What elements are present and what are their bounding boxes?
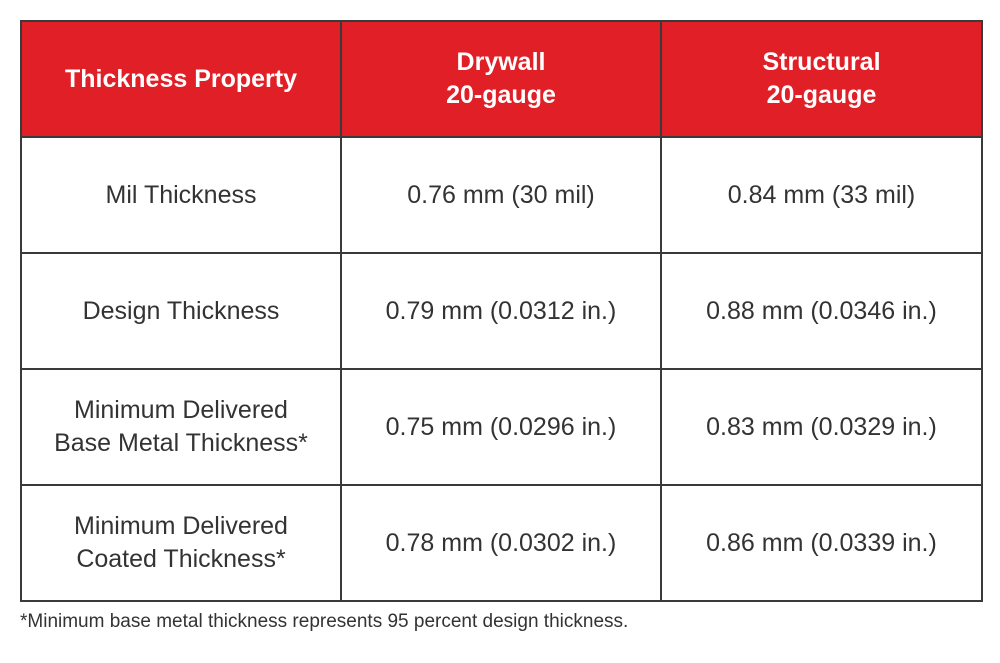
header-label-line: Thickness Property <box>64 64 298 93</box>
header-drywall-20-gauge: Drywall 20-gauge <box>340 20 662 138</box>
drywall-value-cell: 0.76 mm (30 mil) <box>340 136 662 254</box>
structural-value-cell: 0.84 mm (33 mil) <box>660 136 983 254</box>
table-body: Mil Thickness 0.76 mm (30 mil) 0.84 mm (… <box>20 136 983 602</box>
property-label: Design Thickness <box>82 296 280 325</box>
table-row-min-coated-thickness: Minimum Delivered Coated Thickness* 0.78… <box>20 484 983 602</box>
table-header: Thickness Property Drywall 20-gauge Stru… <box>20 20 983 138</box>
header-structural-20-gauge: Structural 20-gauge <box>660 20 983 138</box>
header-label-line: 20-gauge <box>766 81 877 109</box>
table-row-mil-thickness: Mil Thickness 0.76 mm (30 mil) 0.84 mm (… <box>20 136 983 254</box>
property-label: Minimum Delivered <box>74 512 288 540</box>
property-label: Coated Thickness* <box>76 545 286 573</box>
structural-value-cell: 0.88 mm (0.0346 in.) <box>660 252 983 370</box>
table-footnote: *Minimum base metal thickness represents… <box>20 611 629 632</box>
property-label: Minimum Delivered <box>74 396 288 424</box>
property-label: Base Metal Thickness* <box>54 429 308 457</box>
property-cell: Minimum Delivered Coated Thickness* <box>20 484 342 602</box>
thickness-comparison-table: Thickness Property Drywall 20-gauge Stru… <box>20 20 983 602</box>
table-row-design-thickness: Design Thickness 0.79 mm (0.0312 in.) 0.… <box>20 252 983 370</box>
header-label-line: Structural <box>762 48 881 76</box>
thickness-table-container: Thickness Property Drywall 20-gauge Stru… <box>20 20 983 602</box>
property-cell: Mil Thickness <box>20 136 342 254</box>
header-thickness-property: Thickness Property <box>20 20 342 138</box>
table-row-min-base-metal-thickness: Minimum Delivered Base Metal Thickness* … <box>20 368 983 486</box>
drywall-value-cell: 0.79 mm (0.0312 in.) <box>340 252 662 370</box>
structural-value-cell: 0.83 mm (0.0329 in.) <box>660 368 983 486</box>
property-cell: Design Thickness <box>20 252 342 370</box>
header-label-line: Drywall <box>456 48 546 76</box>
header-row: Thickness Property Drywall 20-gauge Stru… <box>20 20 983 138</box>
structural-value-cell: 0.86 mm (0.0339 in.) <box>660 484 983 602</box>
header-label-line: 20-gauge <box>446 81 556 109</box>
drywall-value-cell: 0.78 mm (0.0302 in.) <box>340 484 662 602</box>
property-cell: Minimum Delivered Base Metal Thickness* <box>20 368 342 486</box>
drywall-value-cell: 0.75 mm (0.0296 in.) <box>340 368 662 486</box>
property-label: Mil Thickness <box>105 180 257 209</box>
